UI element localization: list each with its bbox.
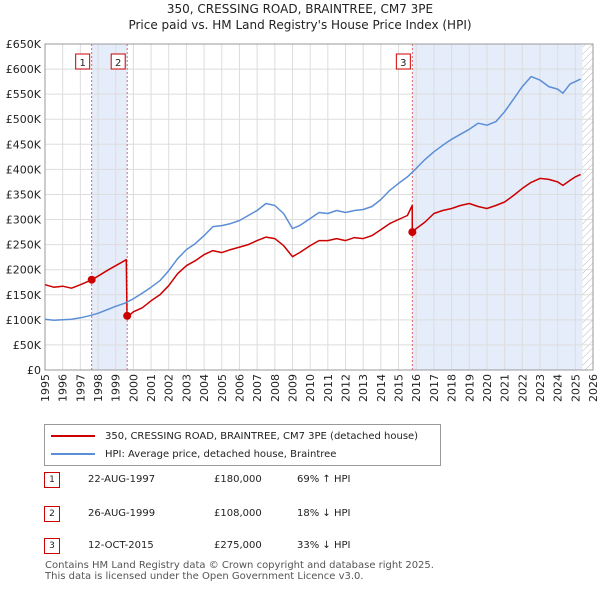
y-tick-label: £600K [6, 63, 42, 76]
legend-swatch-hpi [51, 453, 95, 455]
x-tick-label: 2019 [463, 374, 476, 402]
property-price-line [44, 173, 581, 317]
x-tick-label: 2004 [198, 374, 211, 402]
chart-subtitle: Price paid vs. HM Land Registry's House … [128, 18, 472, 32]
x-tick-label: 2007 [251, 374, 264, 402]
y-tick-label: £300K [6, 214, 42, 227]
sale-price: £275,000 [214, 540, 262, 551]
x-tick-label: 2006 [233, 374, 246, 402]
sale-marker-label: 2 [115, 58, 121, 69]
y-tick-label: £250K [6, 239, 42, 252]
x-tick-label: 2013 [357, 374, 370, 402]
legend-item-hpi: HPI: Average price, detached house, Brai… [51, 447, 336, 461]
sale-hpi-diff: 18% ↓ HPI [297, 508, 351, 519]
sale-marker-badge [75, 53, 91, 70]
forecast-hatch [582, 44, 593, 370]
sale-row: 1 22-AUG-1997 £180,000 69% ↑ HPI [44, 472, 464, 490]
x-tick-label: 2008 [269, 374, 282, 402]
footer-licence: This data is licensed under the Open Gov… [45, 571, 364, 582]
y-tick-label: £450K [6, 138, 42, 151]
sale-number-badge: 1 [44, 472, 60, 488]
x-tick-label: 2000 [127, 374, 140, 402]
sale-row: 2 26-AUG-1999 £108,000 18% ↓ HPI [44, 506, 464, 524]
x-tick-label: 1999 [110, 374, 123, 402]
y-tick-label: £100K [6, 314, 42, 327]
x-tick-label: 2015 [393, 374, 406, 402]
sale-point [408, 228, 417, 237]
shaded-period [412, 44, 583, 370]
x-tick-label: 2005 [216, 374, 229, 402]
x-tick-label: 1995 [39, 374, 52, 402]
chart-legend: 350, CRESSING ROAD, BRAINTREE, CM7 3PE (… [44, 424, 441, 466]
legend-label-property: 350, CRESSING ROAD, BRAINTREE, CM7 3PE (… [105, 430, 419, 442]
x-tick-label: 2026 [587, 374, 600, 402]
x-tick-label: 2022 [516, 374, 529, 402]
x-tick-label: 2017 [428, 374, 441, 402]
sale-hpi-diff: 33% ↓ HPI [297, 540, 351, 551]
sale-date: 26-AUG-1999 [88, 508, 156, 519]
y-tick-label: £400K [6, 163, 42, 176]
y-tick-label: £500K [6, 113, 42, 126]
sale-marker-label: 3 [400, 58, 406, 69]
y-tick-label: £150K [6, 289, 42, 302]
legend-label-hpi: HPI: Average price, detached house, Brai… [105, 448, 337, 460]
x-tick-label: 2012 [340, 374, 353, 402]
y-tick-label: £350K [6, 188, 42, 201]
x-tick-label: 2023 [534, 374, 547, 402]
y-tick-label: £50K [13, 339, 42, 352]
x-tick-label: 2014 [375, 374, 388, 402]
x-tick-label: 2016 [410, 374, 423, 402]
x-tick-label: 2011 [322, 374, 335, 402]
sale-number-badge: 3 [44, 538, 60, 554]
x-tick-label: 2018 [446, 374, 459, 402]
y-tick-label: £550K [6, 88, 42, 101]
sale-row: 3 12-OCT-2015 £275,000 33% ↓ HPI [44, 538, 464, 556]
footer: Contains HM Land Registry data © Crown c… [45, 560, 434, 582]
sale-date: 22-AUG-1997 [88, 474, 156, 485]
sale-point [123, 311, 132, 320]
plot-frame [44, 43, 594, 371]
sale-date: 12-OCT-2015 [88, 540, 154, 551]
x-tick-label: 1998 [92, 374, 105, 402]
x-tick-label: 1997 [74, 374, 87, 402]
sale-number-badge: 2 [44, 506, 60, 522]
sale-point [87, 275, 96, 284]
sale-price: £180,000 [214, 474, 262, 485]
x-tick-label: 2024 [552, 374, 565, 402]
chart-title: 350, CRESSING ROAD, BRAINTREE, CM7 3PE [166, 2, 434, 16]
x-tick-label: 2003 [180, 374, 193, 402]
sale-marker-badge [395, 53, 411, 70]
legend-swatch-property [51, 435, 95, 437]
y-tick-label: £0 [27, 364, 41, 377]
x-tick-label: 1996 [57, 374, 70, 402]
hpi-line [44, 75, 581, 322]
price-chart: £0 £50K £100K £150K £200K £250K £300K £350K £400… [6, 38, 600, 402]
x-tick-label: 2002 [163, 374, 176, 402]
x-tick-label: 2009 [286, 374, 299, 402]
footer-copyright: Contains HM Land Registry data © Crown c… [45, 560, 434, 571]
y-tick-label: £650K [6, 38, 42, 51]
x-tick-label: 2020 [481, 374, 494, 402]
shaded-period [91, 44, 128, 370]
legend-item-property: 350, CRESSING ROAD, BRAINTREE, CM7 3PE (… [51, 429, 418, 443]
sale-marker-label: 1 [79, 58, 85, 69]
x-tick-label: 2001 [145, 374, 158, 402]
x-tick-label: 2021 [499, 374, 512, 402]
sale-price: £108,000 [214, 508, 262, 519]
x-tick-label: 2010 [304, 374, 317, 402]
x-tick-label: 2025 [569, 374, 582, 402]
sale-hpi-diff: 69% ↑ HPI [297, 474, 351, 485]
sale-marker-badge [110, 53, 126, 70]
y-tick-label: £200K [6, 264, 42, 277]
